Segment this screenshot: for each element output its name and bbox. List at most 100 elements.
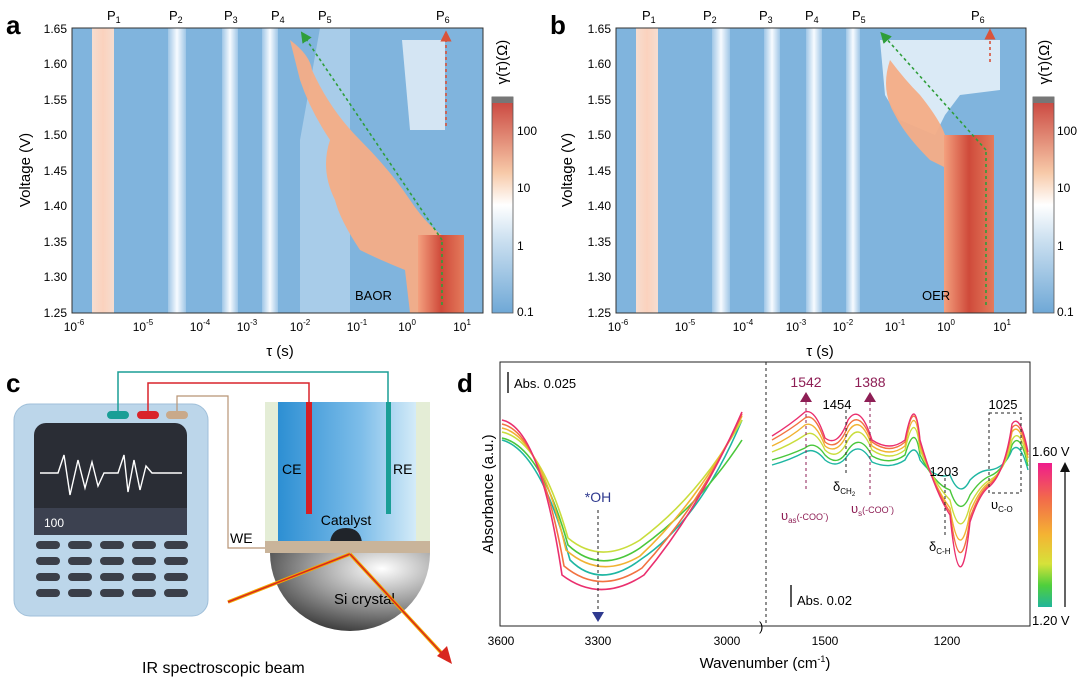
cbar-tick-a-1: 1: [517, 239, 524, 253]
key[interactable]: [100, 541, 124, 549]
key[interactable]: [132, 589, 156, 597]
x-tick-a-5: 10-1: [347, 318, 368, 334]
key[interactable]: [100, 589, 124, 597]
y-tick-b-6: 1.35: [588, 235, 612, 249]
key[interactable]: [36, 589, 60, 597]
label-scale-2: Abs. 0.02: [797, 593, 852, 608]
colorbar-title-a: γ(τ)(Ω): [494, 40, 511, 85]
xlabel-b: τ (s): [806, 343, 834, 360]
key[interactable]: [36, 541, 60, 549]
peak-labels-a: P1 P2 P3 P4 P5 P6: [107, 8, 450, 25]
cbar-tick-b-01: 0.1: [1057, 305, 1074, 319]
label-si-crystal: Si crystal: [334, 591, 395, 608]
drt-stripe-a-p4: [262, 28, 278, 313]
y-tick-b-7: 1.30: [588, 270, 612, 284]
key[interactable]: [164, 541, 188, 549]
key[interactable]: [164, 557, 188, 565]
key[interactable]: [36, 573, 60, 581]
cbar-tick-b-100: 100: [1057, 124, 1077, 138]
y-tick-a-6: 1.35: [44, 235, 68, 249]
cbar-tick-a-10: 10: [517, 181, 531, 195]
drt-hot-band-a: [418, 235, 464, 313]
peak-labels-b: P1 P2 P3 P4 P5 P6: [642, 8, 985, 25]
spectrum-120v-left: [501, 419, 743, 576]
colorbar-b-cap: [1033, 97, 1054, 103]
key[interactable]: [100, 557, 124, 565]
key[interactable]: [164, 589, 188, 597]
drt-frame-b: [615, 27, 1027, 314]
peak-label-a-p6: P6: [436, 8, 450, 25]
y-tick-b-1: 1.60: [588, 57, 612, 71]
peak-annotations: 1542 1388 1454 1203 1025 υas(-COO-) υs(-…: [781, 374, 1022, 556]
drt-stripe-a-p2: [168, 28, 186, 313]
key[interactable]: [132, 541, 156, 549]
arrow-1542: [800, 392, 812, 402]
key[interactable]: [68, 557, 92, 565]
ylabel-ftir: Absorbance (a.u.): [480, 434, 497, 553]
x-tick-b-6: 100: [937, 318, 955, 334]
peak-label-b-p6: P6: [971, 8, 985, 25]
label-1542: 1542: [790, 374, 821, 390]
label-we: WE: [230, 530, 253, 546]
electrolyte: [278, 402, 416, 542]
label-1388: 1388: [854, 374, 885, 390]
y-tick-b-8: 1.25: [588, 306, 612, 320]
spectra-right: [771, 410, 1029, 568]
screen-value: 100: [44, 516, 64, 530]
working-electrode-plate: [265, 541, 430, 553]
panel-b: b OER P1 P2 P3 P4 P5 P6 1.65 1.60 1.55 1…: [550, 8, 1077, 360]
key[interactable]: [132, 573, 156, 581]
trend-arrow-a-green: [300, 31, 443, 241]
key[interactable]: [68, 589, 92, 597]
x-tick-3000: 3000: [714, 634, 741, 648]
plug-re: [107, 411, 129, 419]
spectrum-150v-left: [501, 413, 743, 583]
key[interactable]: [68, 541, 92, 549]
box-1025: [988, 412, 1022, 494]
drt-stripe-b-p3: [764, 28, 780, 313]
key[interactable]: [68, 573, 92, 581]
x-tick-a-2: 10-4: [190, 318, 211, 334]
drt-stripe-b-p2: [712, 28, 730, 313]
x-tick-a-6: 100: [398, 318, 416, 334]
key[interactable]: [164, 573, 188, 581]
potential-legend-bar: [1038, 463, 1052, 607]
x-tick-b-3: 10-3: [786, 318, 807, 334]
panel-label-b: b: [550, 10, 566, 40]
peak-label-b-p4: P4: [805, 8, 819, 25]
key[interactable]: [132, 557, 156, 565]
potentiostat-screen: [34, 423, 187, 535]
spectrum-130v-right: [771, 436, 1029, 507]
plug-we: [166, 411, 188, 419]
arrow-1388: [864, 392, 876, 402]
y-tick-b-5: 1.40: [588, 199, 612, 213]
tag-oer: OER: [922, 288, 950, 303]
key[interactable]: [100, 573, 124, 581]
spectrum-145v-left: [501, 415, 743, 568]
label-catalyst: Catalyst: [321, 512, 372, 528]
label-1025: 1025: [989, 397, 1018, 412]
y-ticks-a: 1.65 1.60 1.55 1.50 1.45 1.40 1.35 1.30 …: [44, 22, 68, 320]
x-tick-a-7: 101: [453, 318, 471, 334]
peak-label-b-p1: P1: [642, 8, 656, 25]
y-tick-a-1: 1.60: [44, 57, 68, 71]
trend-arrow-b-green: [880, 31, 987, 151]
wire-ce: [147, 382, 310, 411]
spectrum-120v-right: [771, 446, 1029, 490]
x-tick-a-3: 10-3: [237, 318, 258, 334]
spectrum-150v-right: [771, 415, 1029, 554]
colorbar-ticks-b: 100 10 1 0.1: [1057, 124, 1077, 319]
key[interactable]: [36, 557, 60, 565]
peak-label-b-p5: P5: [852, 8, 866, 25]
catalyst-blob: [330, 528, 362, 542]
y-tick-b-2: 1.55: [588, 93, 612, 107]
colorbar-title-b: γ(τ)(Ω): [1036, 40, 1053, 85]
drt-stripe-b-p5: [846, 28, 860, 313]
cbar-tick-a-100: 100: [517, 124, 537, 138]
drt-stripe-b-p4: [806, 28, 822, 313]
peak-label-a-p3: P3: [224, 8, 238, 25]
peak-label-a-p5: P5: [318, 8, 332, 25]
drt-region-a-migrating: [290, 40, 460, 313]
axis-break-mark: ): [759, 619, 763, 634]
potentiostat-readout-bar: [34, 508, 187, 535]
